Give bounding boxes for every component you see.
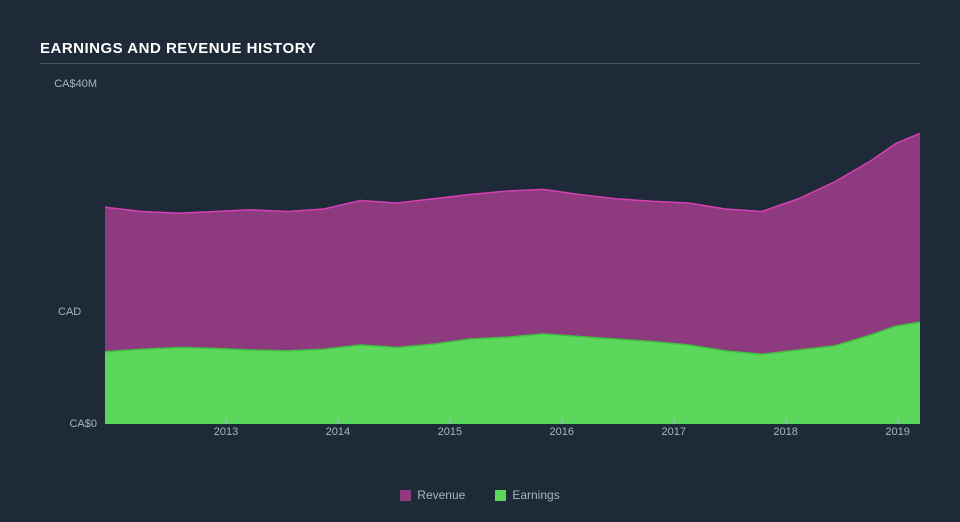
x-tick-mark bbox=[450, 418, 451, 424]
y-tick-label: CA$40M bbox=[54, 78, 97, 90]
x-tick-label: 2013 bbox=[214, 426, 238, 438]
y-tick-label: CA$0 bbox=[69, 418, 97, 430]
legend-item-revenue: Revenue bbox=[400, 488, 465, 502]
x-tick-label: 2019 bbox=[885, 426, 909, 438]
area-chart-svg bbox=[105, 84, 920, 424]
legend-label: Earnings bbox=[512, 488, 559, 502]
title-row: EARNINGS AND REVENUE HISTORY bbox=[40, 40, 920, 64]
x-tick-label: 2016 bbox=[550, 426, 574, 438]
x-tick-mark bbox=[674, 418, 675, 424]
x-tick-mark bbox=[562, 418, 563, 424]
legend-swatch-icon bbox=[495, 490, 506, 501]
chart-container: EARNINGS AND REVENUE HISTORY CA$40MCA$0 … bbox=[0, 0, 960, 522]
chart-title: EARNINGS AND REVENUE HISTORY bbox=[40, 40, 316, 57]
y-axis: CA$40MCA$0 bbox=[40, 84, 105, 448]
x-tick-label: 2014 bbox=[326, 426, 350, 438]
plot-box: 2013201420152016201720182019 bbox=[105, 84, 920, 424]
legend-swatch-icon bbox=[400, 490, 411, 501]
x-tick-label: 2017 bbox=[661, 426, 685, 438]
legend-item-earnings: Earnings bbox=[495, 488, 559, 502]
x-tick-mark bbox=[898, 418, 899, 424]
chart-legend: Revenue Earnings bbox=[40, 488, 920, 502]
x-tick-label: 2015 bbox=[438, 426, 462, 438]
y-axis-currency-label: CAD bbox=[58, 306, 81, 318]
chart-area: CA$40MCA$0 CAD 2013 2014 2015 2016 2017 2018 2… bbox=[40, 84, 920, 448]
x-tick-mark bbox=[338, 418, 339, 424]
legend-label: Revenue bbox=[417, 488, 465, 502]
x-tick-label: 2018 bbox=[773, 426, 797, 438]
x-tick-mark bbox=[226, 418, 227, 424]
x-tick-mark bbox=[786, 418, 787, 424]
x-axis: 2013 2014 2015 2016 2017 2018 2019 bbox=[170, 426, 920, 446]
